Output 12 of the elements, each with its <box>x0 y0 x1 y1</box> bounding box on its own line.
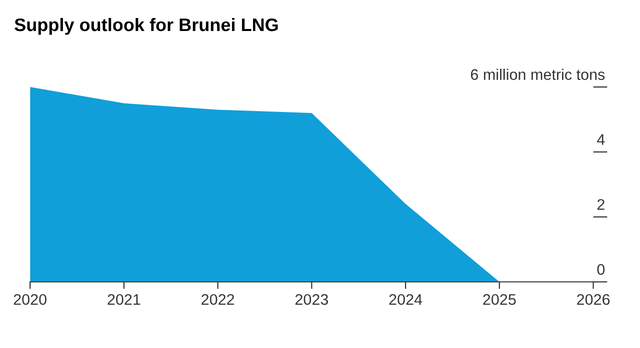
x-tick-label: 2023 <box>295 294 328 305</box>
chart-title: Supply outlook for Brunei LNG <box>14 18 278 35</box>
x-tick-label: 2020 <box>14 294 46 305</box>
x-tick-label: 2026 <box>577 294 610 305</box>
y-tick-label: 6 million metric tons <box>470 68 605 80</box>
x-tick-label: 2024 <box>389 294 422 305</box>
x-tick-label: 2022 <box>202 294 234 305</box>
y-tick-label: 2 <box>597 199 604 210</box>
x-tick-label: 2021 <box>108 294 140 305</box>
x-tick-label: 2025 <box>483 294 516 305</box>
y-tick-label: 4 <box>597 134 605 145</box>
y-tick-label: 0 <box>597 264 605 275</box>
